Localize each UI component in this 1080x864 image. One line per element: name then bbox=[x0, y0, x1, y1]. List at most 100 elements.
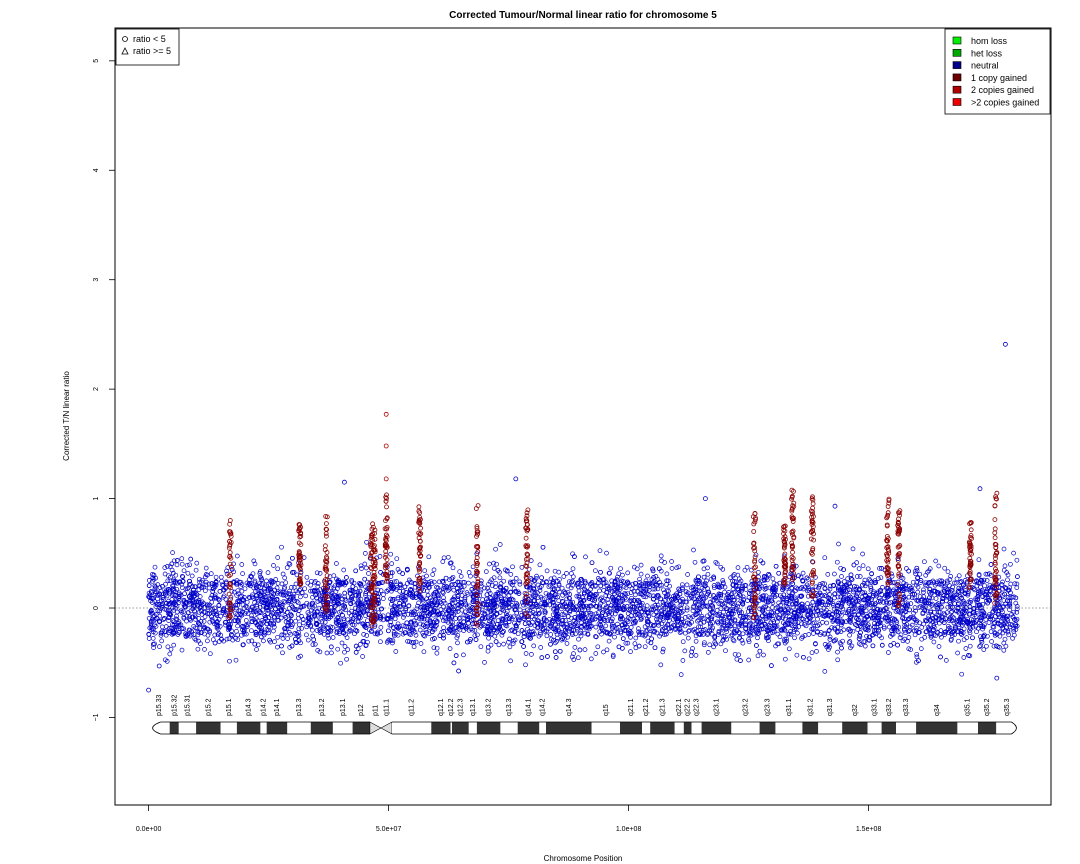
neutral-point bbox=[244, 599, 250, 605]
neutral-point bbox=[553, 655, 559, 660]
neutral-point bbox=[293, 618, 298, 624]
neutral-point bbox=[437, 599, 443, 605]
neutral-point bbox=[212, 594, 218, 600]
neutral-point bbox=[349, 577, 355, 583]
neutral-point bbox=[453, 616, 459, 621]
neutral-point bbox=[601, 649, 606, 655]
neutral-point bbox=[171, 558, 177, 564]
neutral-point bbox=[961, 582, 967, 588]
neutral-point bbox=[956, 638, 961, 644]
neutral-point bbox=[839, 613, 844, 618]
neutral-point bbox=[454, 635, 460, 641]
neutral-point bbox=[342, 649, 347, 655]
neutral-point bbox=[684, 582, 690, 588]
neutral-point bbox=[954, 576, 960, 582]
neutral-point bbox=[732, 651, 738, 657]
neutral-point bbox=[487, 561, 492, 567]
neutral-point bbox=[687, 627, 692, 633]
neutral-point bbox=[914, 651, 920, 657]
neutral-point bbox=[820, 620, 825, 625]
neutral-point bbox=[769, 663, 774, 668]
neutral-point bbox=[895, 642, 900, 648]
neutral-point bbox=[856, 641, 862, 646]
neutral-point bbox=[1002, 563, 1008, 569]
neutral-point bbox=[297, 622, 302, 628]
neutral-point bbox=[696, 617, 702, 623]
neutral-point bbox=[340, 613, 345, 618]
neutral-point bbox=[159, 601, 165, 607]
neutral-point bbox=[610, 654, 616, 659]
neutral-point bbox=[166, 618, 172, 623]
neutral-point bbox=[284, 565, 290, 570]
neutral-point bbox=[493, 639, 499, 644]
neutral-point bbox=[967, 643, 973, 649]
neutral-point bbox=[275, 634, 280, 640]
neutral-point bbox=[299, 590, 305, 595]
neutral-point bbox=[378, 630, 383, 635]
neutral-point bbox=[196, 638, 201, 644]
neutral-point bbox=[633, 580, 638, 586]
neutral-point bbox=[285, 636, 290, 641]
neutral-point bbox=[849, 577, 855, 582]
neutral-point bbox=[308, 582, 313, 588]
neutral-point bbox=[1004, 570, 1010, 575]
neutral-point bbox=[556, 569, 562, 575]
neutral-point bbox=[422, 633, 428, 639]
neutral-point bbox=[159, 624, 165, 630]
neutral-point bbox=[445, 554, 451, 560]
neutral-point bbox=[775, 631, 781, 637]
neutral-point bbox=[491, 560, 497, 566]
neutral-point bbox=[179, 647, 185, 653]
neutral-point bbox=[755, 635, 760, 641]
neutral-point bbox=[157, 591, 163, 597]
neutral-point bbox=[180, 574, 186, 580]
neutral-point bbox=[1005, 572, 1011, 578]
neutral-point bbox=[1011, 550, 1016, 556]
neutral-point bbox=[600, 607, 606, 613]
neutral-point bbox=[299, 626, 305, 631]
neutral-point bbox=[970, 617, 976, 623]
neutral-point bbox=[995, 601, 1000, 606]
neutral-point bbox=[921, 621, 927, 627]
neutral-point bbox=[658, 662, 664, 668]
neutral-point bbox=[643, 628, 649, 634]
neutral-point bbox=[168, 646, 174, 652]
neutral-point bbox=[235, 623, 240, 629]
neutral-point bbox=[213, 574, 219, 580]
neutral-point bbox=[266, 627, 271, 633]
neutral-point bbox=[931, 610, 937, 615]
neutral-point bbox=[555, 635, 560, 641]
neutral-point bbox=[314, 570, 320, 576]
neutral-point bbox=[962, 584, 968, 590]
neutral-point bbox=[718, 606, 724, 611]
neutral-point bbox=[623, 640, 629, 646]
neutral-point bbox=[508, 572, 514, 577]
neutral-point bbox=[670, 611, 676, 617]
neutral-point bbox=[501, 578, 507, 584]
neutral-point bbox=[271, 628, 276, 634]
neutral-point bbox=[721, 637, 726, 642]
neutral-point bbox=[633, 635, 639, 641]
neutral-point bbox=[501, 629, 506, 634]
neutral-point bbox=[193, 637, 199, 643]
neutral-point bbox=[508, 658, 513, 664]
neutral-point bbox=[810, 559, 815, 564]
neutral-point bbox=[956, 573, 962, 579]
neutral-point bbox=[441, 625, 446, 631]
neutral-point bbox=[184, 618, 189, 624]
neutral-point bbox=[416, 616, 422, 621]
neutral-point bbox=[537, 562, 543, 568]
neutral-point bbox=[378, 639, 383, 645]
neutral-point bbox=[252, 561, 258, 567]
neutral-point bbox=[860, 563, 866, 569]
neutral-point bbox=[249, 628, 254, 634]
neutral-point bbox=[827, 583, 833, 589]
neutral-point bbox=[1001, 546, 1007, 552]
neutral-point bbox=[738, 658, 743, 663]
neutral-point bbox=[150, 636, 156, 641]
neutral-point bbox=[523, 662, 528, 668]
neutral-point bbox=[892, 625, 898, 631]
neutral-point bbox=[805, 601, 810, 606]
neutral-point bbox=[740, 640, 746, 646]
neutral-point bbox=[245, 611, 251, 617]
